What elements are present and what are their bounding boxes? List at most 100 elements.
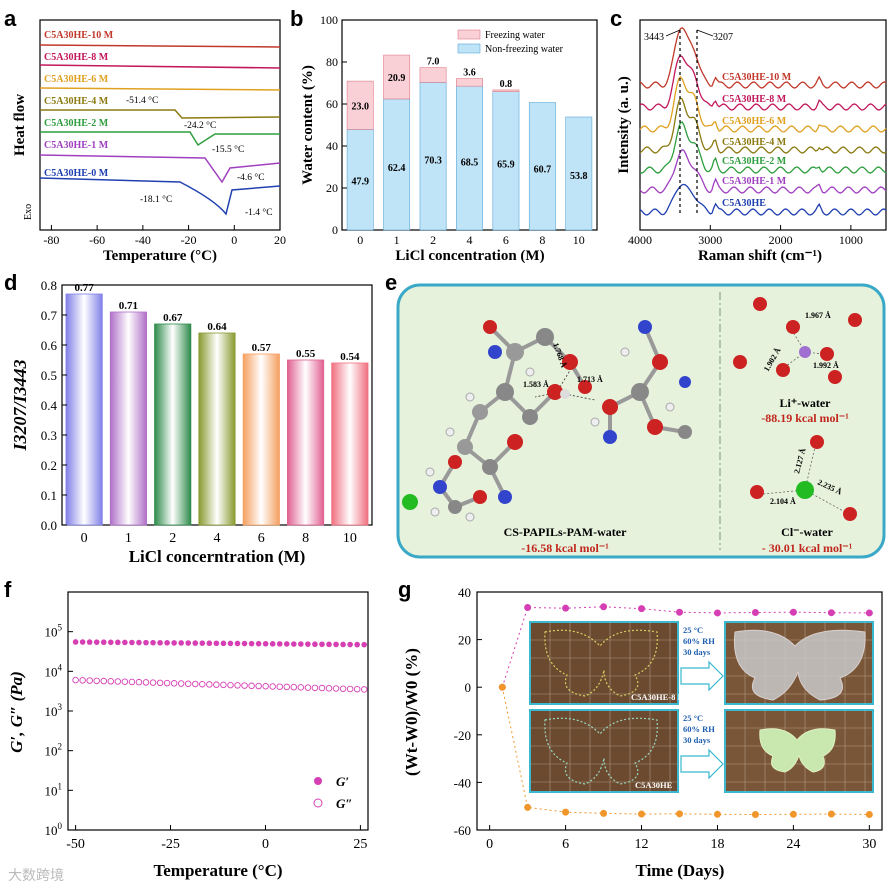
panel-a-frame: [39, 19, 281, 231]
legend-nonfreezing-swatch: [457, 43, 481, 54]
f-point-1-25: [248, 682, 255, 690]
f-point-0-24: [241, 640, 248, 647]
panel-letter-d: d: [4, 270, 18, 295]
cond-top-2: 30 days: [683, 647, 711, 657]
d-bar-0: [65, 293, 103, 526]
g-ytick-label-2: -20: [454, 728, 471, 743]
b-bar-freezing-0: [346, 80, 374, 130]
f-point-1-11: [149, 679, 157, 686]
f-point-1-19: [206, 681, 213, 688]
panel-a-ylabel: Heat flow: [12, 94, 28, 156]
panel-c-series-labels: C5A30HE-10 M C5A30HE-8 M C5A30HE-6 M C5A…: [722, 72, 792, 209]
g-ytick-label-0: -60: [454, 823, 471, 838]
c-curve-6: [639, 183, 887, 216]
f-point-0-23: [234, 640, 241, 647]
f-xtick-label-2: 0: [262, 837, 269, 852]
d-ytick-label-3: 0.3: [41, 428, 57, 443]
panel-c-frame: [639, 19, 887, 231]
b-label-nonfreezing-0: 47.9: [351, 177, 369, 188]
d-bar-label-1: 0.71: [119, 300, 138, 312]
dist-li-0: 1.967 Å: [805, 311, 831, 320]
panel-g-chart: 0 6 12 18 24 30 -60 -40 -20 0 20 40 25 °C 60% RH 30…: [402, 585, 883, 880]
panel-g-ylabel: (Wt-W0)/W0 (%): [402, 648, 421, 776]
b-label-nonfreezing-4: 65.9: [497, 160, 515, 171]
b-label-nonfreezing-6: 53.8: [570, 171, 588, 182]
g-xtick-label-1: 6: [562, 837, 569, 852]
panel-c-ylabel: Intensity (a. u.): [616, 76, 632, 174]
b-ytick-label-2: 40: [326, 139, 338, 153]
d-ytick-label-8: 0.8: [41, 278, 57, 293]
panel-letter-b: b: [290, 6, 304, 31]
anno-a-3: -4.6 °C: [237, 172, 265, 183]
dist-li-2: 1.992 Å: [813, 361, 839, 370]
panel-b-ylabel: Water content (%): [300, 65, 316, 185]
b-bar-freezing-2: [419, 67, 447, 83]
d-xtick-label-3: 4: [214, 531, 221, 546]
f-point-0-8: [129, 639, 135, 646]
g-point-1-4: [638, 810, 646, 818]
b-label-nonfreezing-2: 70.3: [424, 156, 442, 167]
d-bar-label-5: 0.55: [296, 348, 316, 360]
b-ytick-label-3: 60: [326, 97, 338, 111]
curve-4m: [40, 109, 281, 119]
f-point-1-13: [163, 679, 171, 687]
f-xtick-label-1: -25: [161, 837, 180, 852]
cond-bot-1: 60% RH: [683, 724, 715, 734]
legend-gprime-marker: [314, 777, 322, 785]
c-label-1m: C5A30HE-1 M: [722, 176, 787, 187]
b-label-nonfreezing-1: 62.4: [388, 163, 406, 174]
f-point-1-17: [192, 680, 199, 688]
f-point-0-33: [305, 641, 311, 647]
f-point-0-30: [283, 641, 290, 647]
li-water-cluster: 1.967 Å 1.902 Å 1.992 Å: [733, 297, 862, 384]
f-point-0-31: [291, 641, 297, 647]
f-point-0-17: [192, 640, 199, 646]
b-xtick-label-5: 8: [539, 233, 545, 247]
f-point-1-4: [100, 677, 108, 685]
panel-b-chart: 47.9 23.0 62.4 20.9 70.3 7.0 68.5 3.6 65.9 0.8 60.…: [300, 13, 598, 264]
panel-letter-f: f: [4, 577, 12, 602]
d-ytick-label-7: 0.7: [41, 308, 58, 323]
label-1m: C5A30HE-1 M: [44, 140, 109, 151]
d-xtick-label-6: 10: [343, 531, 357, 546]
b-ytick-label-4: 80: [326, 55, 338, 69]
b-xtick-label-4: 6: [503, 233, 509, 247]
d-bar-2: [154, 323, 192, 526]
c-label-10m: C5A30HE-10 M: [722, 72, 792, 83]
arrow-top-icon: [680, 660, 724, 692]
legend-gdouble-marker: [313, 798, 323, 808]
inset-label-0m: C5A30HE: [635, 780, 673, 790]
f-xtick-label-0: -50: [66, 837, 85, 852]
panel-c-xticks: 4000 3000 2000 1000: [628, 225, 863, 247]
anno-a-4: -18.1 °C: [140, 194, 172, 205]
g-point-1-9: [827, 810, 835, 818]
panel-a-series-labels: C5A30HE-10 M C5A30HE-8 M C5A30HE-6 M C5A…: [44, 30, 114, 179]
f-point-1-5: [107, 678, 115, 685]
panel-a-xticks: -80 -60 -40 -20 0 20: [43, 225, 286, 247]
panel-a-curves: [39, 44, 281, 216]
panel-f-xlabel: Temperature (°C): [153, 861, 282, 880]
panel-d-ylabel: I3207/I3443: [10, 359, 30, 451]
d-bar-label-4: 0.57: [252, 342, 272, 354]
f-point-1-9: [135, 678, 143, 686]
f-ytick-label-0: 100: [45, 821, 63, 838]
b-bar-freezing-4: [492, 89, 520, 92]
b-label-freezing-0: 23.0: [351, 101, 369, 112]
panel-g-xlabel: Time (Days): [636, 861, 725, 880]
panel-a-exo: Exo: [23, 204, 34, 220]
g-point-1-8: [789, 810, 797, 818]
f-ytick-label-4: 104: [45, 662, 63, 679]
g-ytick-label-4: 20: [458, 633, 471, 648]
f-point-1-41: [360, 686, 368, 693]
c-curve-5: [639, 148, 887, 194]
f-point-1-35: [318, 684, 326, 692]
label-10m: C5A30HE-10 M: [44, 30, 114, 41]
anno-a-1: -24.2 °C: [184, 120, 216, 131]
condition-box-top: [679, 622, 723, 660]
g-point-0-5: [676, 608, 683, 616]
curve-1m: [39, 154, 281, 184]
g-point-0-6: [713, 609, 721, 617]
g-ytick-label-3: 0: [465, 680, 472, 695]
panel-letter-a: a: [4, 6, 17, 31]
label-6m: C5A30HE-6 M: [44, 74, 109, 85]
